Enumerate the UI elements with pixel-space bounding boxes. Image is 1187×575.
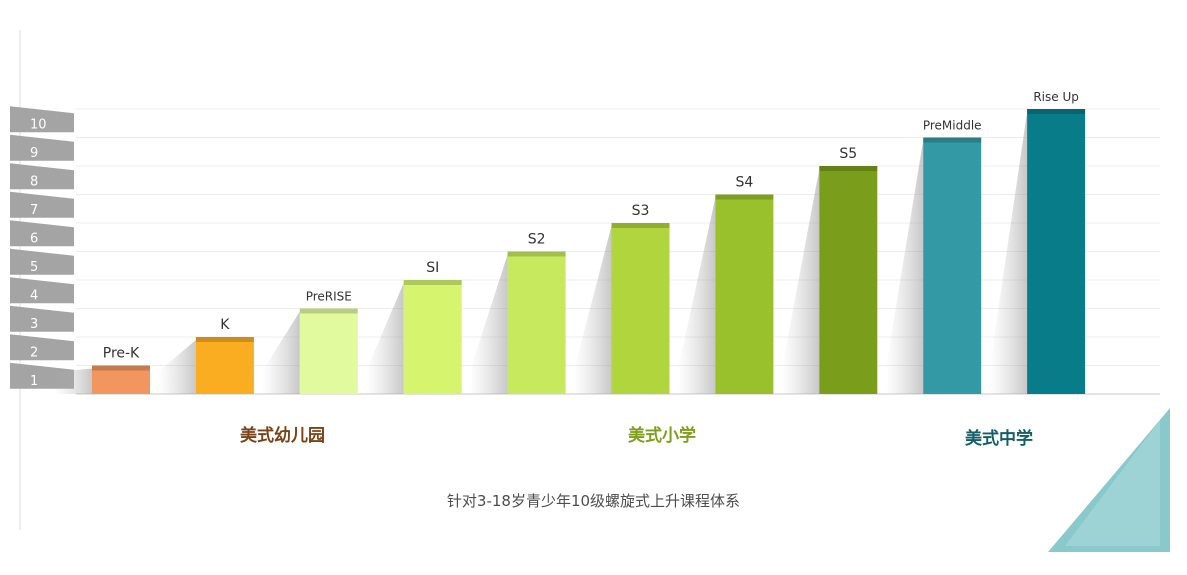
bar-top-edge	[299, 308, 358, 314]
bar-label: PreMiddle	[923, 119, 982, 133]
bar-label: PreRISE	[306, 290, 352, 304]
bar-shadow	[989, 112, 1028, 394]
y-tick-tag	[10, 134, 74, 161]
bar-top-edge	[1027, 109, 1086, 114]
y-tick-label: 7	[30, 203, 38, 218]
bar-shadow	[781, 169, 820, 394]
y-tick-label: 9	[30, 146, 38, 161]
bar	[507, 251, 566, 394]
chart-caption: 针对3-18岁青少年10级螺旋式上升课程体系	[446, 492, 741, 510]
bar-top-edge	[403, 280, 462, 285]
bar-series: Pre-K K PreRISE SI S2 S3 S4 S5 PreMiddle Rise Up	[54, 90, 1086, 394]
y-tick-label: 8	[30, 174, 38, 189]
bar-shadow	[54, 368, 92, 394]
bar-label: Rise Up	[1033, 90, 1079, 104]
bar-top-edge	[923, 137, 982, 143]
y-tick-tag	[10, 248, 74, 275]
y-tick-label: 3	[30, 317, 38, 332]
bar-top-edge	[92, 365, 150, 371]
group-label-elementary: 美式小学	[628, 426, 696, 446]
y-tick-tag	[10, 277, 74, 304]
bar-top-edge	[715, 194, 774, 200]
group-label-middle-school: 美式中学	[965, 429, 1033, 449]
bar-shadow	[365, 283, 404, 394]
bar	[92, 365, 150, 394]
y-axis: 1 2 3 4 5 6 7 8 9 10	[10, 106, 74, 389]
bar-label: SI	[426, 260, 439, 276]
bar-top-edge	[195, 337, 254, 342]
bar-label: S3	[632, 203, 650, 219]
bar-top-edge	[819, 166, 878, 171]
corner-triangle-shape	[1065, 420, 1160, 546]
group-label-kindergarten: 美式幼儿园	[240, 426, 325, 446]
bar	[299, 308, 358, 394]
bar-shadow	[469, 254, 508, 394]
bar-top-edge	[507, 251, 566, 257]
y-tick-tag	[10, 305, 74, 332]
y-tick-tag	[10, 220, 74, 247]
bar	[403, 280, 462, 394]
bar-label: S2	[528, 232, 546, 248]
y-tick-label: 2	[30, 345, 38, 360]
y-tick-tag	[10, 106, 74, 133]
y-tick-label: 5	[30, 260, 38, 275]
bar	[195, 337, 254, 394]
bar-shadow	[885, 140, 924, 394]
y-tick-label: 1	[30, 374, 38, 389]
y-tick-label: 6	[30, 231, 38, 246]
y-tick-tag	[10, 191, 74, 218]
bar	[923, 137, 982, 394]
bar-label: S5	[839, 146, 857, 162]
bar-shadow	[157, 340, 196, 394]
bar	[611, 223, 670, 394]
bar-label: S4	[736, 175, 754, 191]
y-tick-tag	[10, 163, 74, 190]
y-tick-label: 10	[30, 117, 47, 132]
bar-shadow	[677, 197, 716, 394]
bar-label: Pre-K	[103, 346, 140, 362]
bar-shadow	[573, 226, 612, 394]
bar-shadow	[261, 311, 300, 394]
y-tick-tag	[10, 334, 74, 361]
bar-top-edge	[611, 223, 670, 228]
bar	[715, 194, 774, 394]
bar	[819, 166, 878, 394]
y-tick-label: 4	[30, 288, 38, 303]
bar	[1027, 109, 1086, 394]
bar-label: K	[220, 317, 230, 333]
